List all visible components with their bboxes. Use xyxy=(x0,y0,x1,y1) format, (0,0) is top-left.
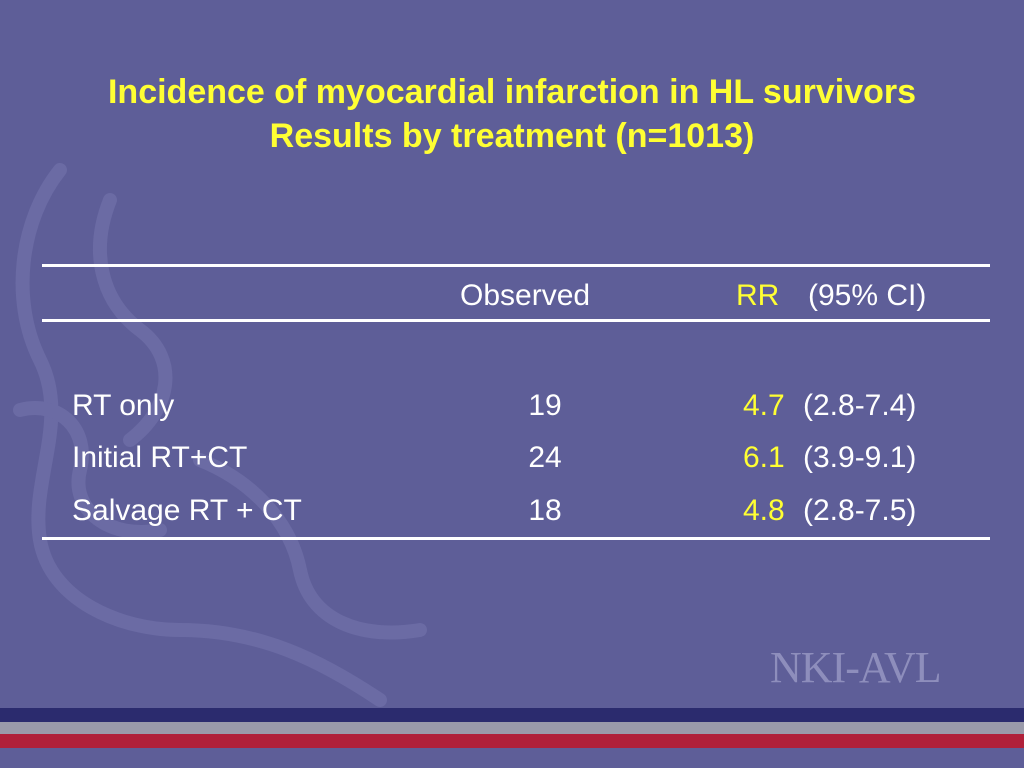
row-observed: 24 xyxy=(528,441,562,474)
row-label: RT only xyxy=(72,389,175,422)
footer-band-red xyxy=(0,734,1024,748)
row-ci: (2.8-7.4) xyxy=(803,389,917,422)
row-label: Salvage RT + CT xyxy=(72,494,302,527)
row-rr: 4.8 xyxy=(743,494,785,527)
row-ci: (3.9-9.1) xyxy=(803,441,917,474)
table-bottom-rule xyxy=(42,537,990,540)
row-rr: 6.1 xyxy=(743,441,785,474)
header-ci: (95% CI) xyxy=(808,279,927,312)
title-line-1: Incidence of myocardial infarction in HL… xyxy=(107,73,917,111)
row-rr: 4.7 xyxy=(743,389,785,422)
footer-band-gray xyxy=(0,722,1024,734)
row-label: Initial RT+CT xyxy=(72,441,248,474)
footer-band-navy xyxy=(0,708,1024,722)
watermark-figure xyxy=(13,163,427,707)
table-top-rule xyxy=(42,264,990,267)
row-observed: 18 xyxy=(528,494,562,527)
header-rr: RR xyxy=(736,279,780,312)
row-ci: (2.8-7.5) xyxy=(803,494,917,527)
row-observed: 19 xyxy=(528,389,562,422)
header-bottom-rule xyxy=(42,319,990,322)
title-line-2: Results by treatment (n=1013) xyxy=(269,117,755,155)
header-observed: Observed xyxy=(460,279,591,312)
nki-avl-logo: NKI-AVL xyxy=(770,643,942,692)
slide-title: Incidence of myocardial infarction in HL… xyxy=(0,70,1024,158)
